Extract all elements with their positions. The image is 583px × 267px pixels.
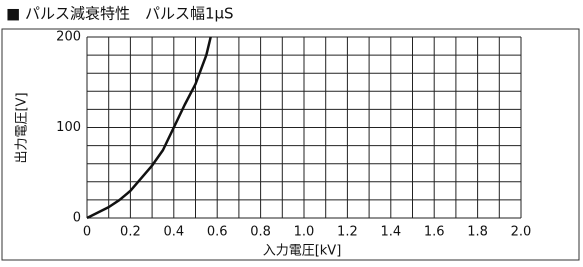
x-tick-label: 0.4 — [163, 225, 184, 240]
x-tick-label: 0.6 — [207, 225, 228, 240]
frame — [1, 28, 580, 261]
x-tick-label: 0.2 — [120, 225, 141, 240]
x-tick-label: 0 — [83, 225, 91, 240]
x-tick-label: 2.0 — [511, 225, 532, 240]
x-tick-label: 1.4 — [380, 225, 401, 240]
y-tick-label: 0 — [73, 211, 81, 226]
x-axis-label: 入力電圧[kV] — [263, 244, 342, 259]
chart-title: ■ パルス減衰特性 パルス幅1μS — [6, 5, 234, 23]
x-tick-label: 0.8 — [250, 225, 271, 240]
x-tick-label: 1.2 — [337, 225, 358, 240]
x-tick-label: 1.6 — [424, 225, 445, 240]
x-tick-label: 1.8 — [467, 225, 488, 240]
data-line — [86, 36, 212, 220]
y-tick-label: 100 — [56, 120, 81, 135]
x-tick-label: 1.0 — [294, 225, 315, 240]
y-tick-label: 200 — [56, 30, 81, 45]
y-axis-label: 出力電圧[V] — [15, 92, 30, 163]
